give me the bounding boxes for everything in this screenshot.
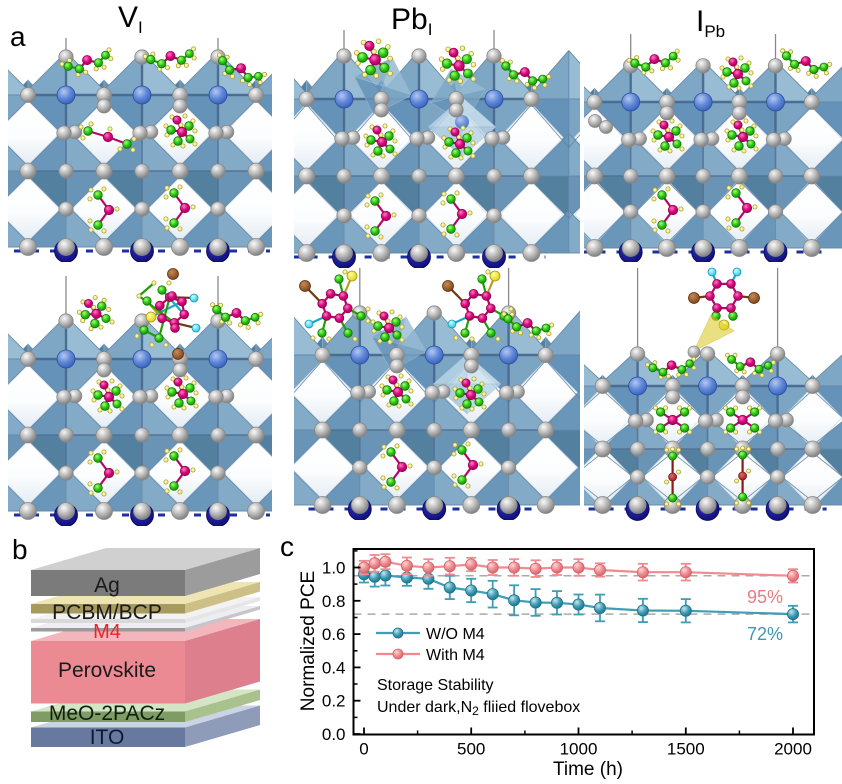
svg-text:0: 0 [359, 740, 368, 759]
svg-text:W/O M4: W/O M4 [426, 626, 485, 643]
svg-text:95%: 95% [747, 587, 783, 607]
svg-text:a: a [10, 21, 26, 52]
svg-text:Ag: Ag [94, 574, 120, 597]
svg-text:Storage Stability: Storage Stability [377, 677, 494, 694]
svg-text:With M4: With M4 [426, 647, 485, 664]
svg-text:1500: 1500 [667, 740, 705, 759]
svg-text:1.0: 1.0 [322, 559, 346, 578]
svg-text:Time (h): Time (h) [553, 759, 623, 780]
svg-text:Normalized PCE: Normalized PCE [298, 571, 319, 711]
svg-text:0.0: 0.0 [322, 725, 346, 744]
svg-text:500: 500 [457, 740, 485, 759]
svg-text:0.4: 0.4 [322, 658, 346, 677]
svg-text:0.8: 0.8 [322, 592, 346, 611]
svg-text:M4: M4 [93, 621, 121, 643]
svg-text:ITO: ITO [90, 726, 125, 749]
svg-text:0.2: 0.2 [322, 692, 346, 711]
svg-text:Under dark,N2 fliied flovebox: Under dark,N2 fliied flovebox [377, 699, 580, 718]
svg-text:b: b [12, 534, 28, 565]
svg-text:c: c [280, 531, 294, 562]
svg-text:72%: 72% [747, 624, 783, 644]
svg-text:1000: 1000 [560, 740, 598, 759]
svg-text:0.6: 0.6 [322, 625, 346, 644]
svg-text:PbI: PbI [391, 3, 432, 39]
svg-text:2000: 2000 [774, 740, 812, 759]
svg-text:MeO-2PACz: MeO-2PACz [49, 702, 165, 725]
svg-text:Perovskite: Perovskite [58, 659, 156, 682]
svg-text:PCBM/BCP: PCBM/BCP [52, 601, 162, 624]
svg-text:IPb: IPb [696, 5, 725, 41]
